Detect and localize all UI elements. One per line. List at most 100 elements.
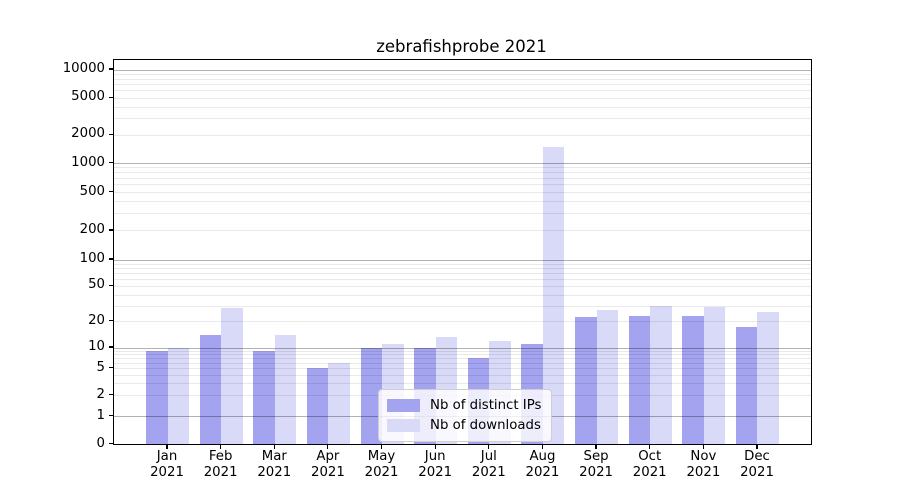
legend-swatch-distinct-ips: [387, 398, 420, 412]
bar-downloads-oct: [650, 305, 672, 444]
y-axis-tick-label-0: 0: [96, 435, 105, 451]
gridline-minor-600: [113, 184, 811, 186]
legend: Nb of distinct IPs Nb of downloads: [378, 389, 553, 442]
x-axis-tick-dec: [756, 444, 758, 449]
y-axis-tick-1: [108, 414, 113, 417]
bar-distinct-ips-may: [360, 347, 383, 444]
gridline-minor-5: [113, 368, 811, 370]
x-axis-tick-oct: [649, 444, 651, 449]
y-axis-tick-2000: [108, 133, 113, 135]
gridline-minor-2000: [113, 134, 811, 136]
bar-downloads-nov: [703, 306, 726, 444]
gridline-minor-20: [113, 321, 811, 322]
bar-distinct-ips-feb: [199, 334, 222, 444]
y-axis-tick-200: [108, 229, 113, 231]
y-axis-tick-label-100: 100: [79, 251, 105, 266]
bar-distinct-ips-mar: [253, 350, 275, 444]
bar-distinct-ips-jan: [146, 350, 168, 444]
y-axis-tick-5000: [108, 96, 113, 98]
legend-label-distinct-ips: Nb of distinct IPs: [430, 397, 542, 413]
y-axis-tick-label-2000: 2000: [71, 126, 105, 142]
gridline-minor-800: [113, 172, 811, 174]
bar-distinct-ips-apr: [306, 368, 329, 444]
y-axis-tick-label-50: 50: [88, 277, 105, 293]
x-axis-tick-label-feb: Feb 2021: [203, 448, 238, 480]
y-axis-tick-label-2: 2: [96, 386, 105, 402]
legend-swatch-downloads: [387, 418, 420, 432]
y-axis-tick-label-1: 1: [96, 407, 105, 423]
y-axis-tick-5: [108, 367, 113, 369]
gridline-minor-900: [113, 167, 811, 169]
gridline-minor-9: [113, 350, 811, 352]
bar-distinct-ips-nov: [682, 315, 704, 444]
gridline-minor-80: [113, 268, 811, 270]
gridline-minor-8000: [113, 78, 811, 80]
bar-distinct-ips-dec: [735, 327, 758, 444]
gridline-minor-6: [113, 362, 811, 364]
gridline-minor-7: [113, 358, 811, 360]
x-axis-tick-label-apr: Apr 2021: [310, 448, 345, 480]
bar-distinct-ips-sep: [575, 317, 597, 444]
x-axis-tick-jun: [434, 444, 436, 449]
y-axis-tick-label-20: 20: [88, 312, 105, 328]
x-axis-tick-apr: [327, 444, 329, 449]
x-axis-tick-label-oct: Oct 2021: [632, 448, 667, 480]
y-axis-tick-label-5: 5: [96, 359, 105, 375]
y-axis-tick-label-10000: 10000: [62, 61, 105, 76]
x-axis-tick-feb: [220, 444, 222, 449]
y-axis-tick-label-500: 500: [79, 183, 105, 199]
gridline-minor-3000: [113, 118, 811, 120]
gridline-minor-30: [113, 305, 811, 307]
y-axis-tick-label-200: 200: [79, 221, 105, 237]
x-axis-tick-label-sep: Sep 2021: [579, 448, 613, 480]
y-axis-tick-1000: [108, 161, 113, 164]
legend-item-downloads: Nb of downloads: [387, 415, 541, 435]
plot-area: [112, 58, 812, 445]
gridline-minor-6000: [113, 90, 811, 92]
x-axis-tick-label-jan: Jan 2021: [150, 448, 184, 480]
gridline-minor-200: [113, 230, 811, 232]
y-axis-tick-0: [108, 442, 113, 445]
gridline-minor-400: [113, 201, 811, 203]
bar-distinct-ips-oct: [628, 315, 651, 444]
x-axis-tick-jul: [488, 444, 490, 449]
bar-downloads-apr: [328, 362, 350, 444]
y-axis-tick-label-1000: 1000: [71, 154, 105, 170]
gridline-minor-4: [113, 374, 811, 376]
bar-downloads-jan: [167, 347, 189, 444]
x-axis-tick-sep: [595, 444, 597, 449]
x-axis-tick-label-nov: Nov 2021: [686, 448, 721, 480]
gridline-minor-9000: [113, 73, 811, 75]
y-axis-tick-label-5000: 5000: [71, 89, 105, 105]
x-axis-tick-label-aug: Aug 2021: [525, 448, 560, 480]
x-axis-tick-label-jul: Jul 2021: [471, 448, 506, 480]
x-axis-tick-may: [380, 444, 383, 449]
gridline-major-10000: [113, 69, 811, 71]
gridline-minor-300: [113, 213, 811, 215]
legend-label-downloads: Nb of downloads: [430, 417, 541, 433]
gridline-minor-500: [113, 192, 811, 194]
x-axis-tick-jan: [166, 444, 168, 449]
bar-downloads-mar: [274, 334, 297, 444]
y-axis-tick-100: [108, 258, 113, 260]
x-axis-tick-aug: [541, 444, 544, 449]
x-axis-tick-nov: [702, 444, 704, 449]
y-axis-tick-2: [108, 394, 113, 396]
y-axis-tick-label-10: 10: [88, 339, 105, 354]
x-axis-tick-label-may: May 2021: [364, 448, 399, 480]
bar-downloads-aug: [542, 146, 565, 444]
y-axis-tick-10000: [108, 68, 113, 70]
gridline-major-100: [113, 259, 811, 261]
gridline-minor-8: [113, 354, 811, 356]
gridline-minor-7000: [113, 83, 811, 85]
gridline-minor-5000: [113, 97, 811, 99]
bar-downloads-dec: [757, 312, 779, 444]
gridline-minor-700: [113, 177, 811, 179]
y-axis-tick-10: [108, 346, 113, 348]
bar-downloads-sep: [596, 309, 619, 444]
x-axis-tick-label-jun: Jun 2021: [418, 448, 453, 480]
gridline-minor-40: [113, 294, 811, 296]
gridline-minor-4000: [113, 106, 811, 108]
y-axis-tick-500: [108, 190, 113, 193]
